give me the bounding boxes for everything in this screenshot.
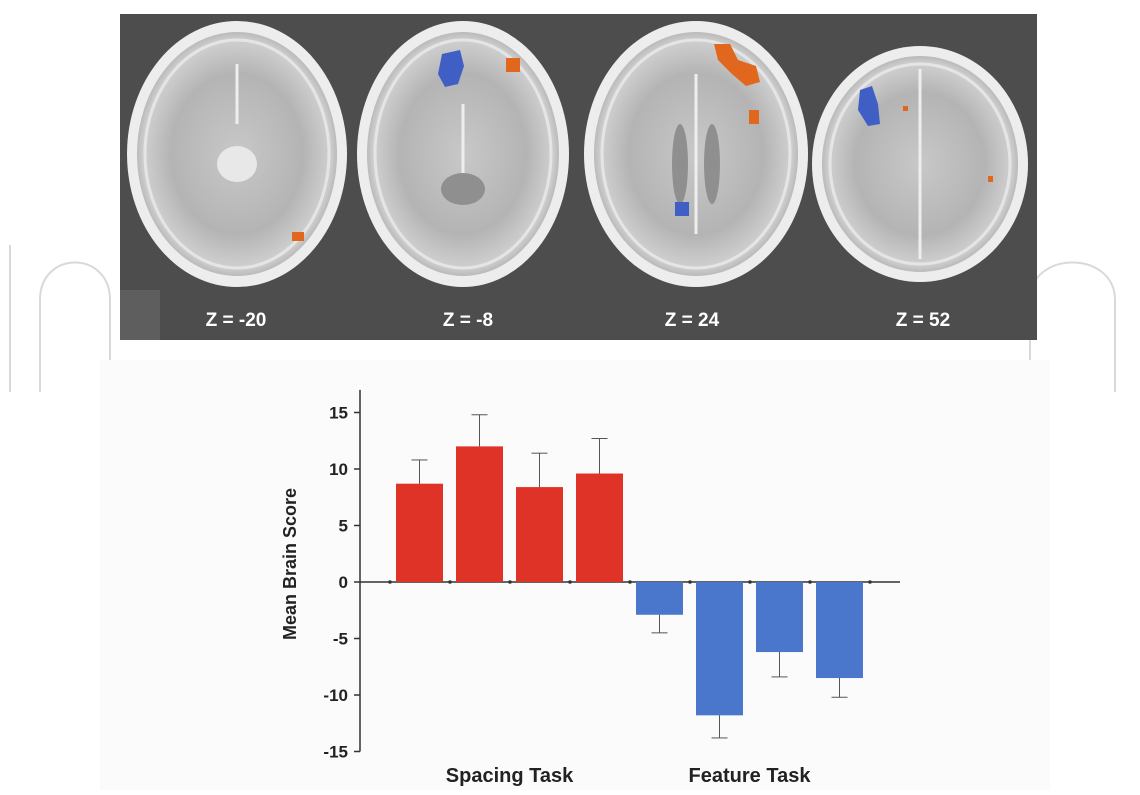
x-tick (448, 580, 452, 584)
bar (816, 582, 863, 679)
activation-cluster (675, 202, 689, 216)
x-tick (388, 580, 392, 584)
slice-label-4: Z = 52 (896, 310, 950, 331)
x-tick (568, 580, 572, 584)
x-tick (508, 580, 512, 584)
activation-cluster (506, 58, 520, 72)
bar-chart: Mean Brain Score 15 10 5 0 -5 -10 -15 Spacing T… (280, 389, 900, 787)
x-tick (808, 580, 812, 584)
x-tick (868, 580, 872, 584)
bar (696, 582, 743, 716)
brain-slice-2 (357, 21, 569, 287)
x-tick (688, 580, 692, 584)
y-tick-label: -5 (333, 630, 348, 649)
brain-slices-panel: Z = -20 Z = -8 Z = 24 Z = 52 (120, 14, 1037, 340)
bar (636, 582, 683, 615)
y-tick-label: 10 (329, 460, 348, 479)
brain-slice-1 (127, 21, 445, 287)
bar (396, 483, 443, 582)
brain-slice-3 (584, 21, 808, 287)
y-tick-label: -10 (323, 686, 348, 705)
y-tick-label: -15 (323, 743, 348, 762)
slice-label-2: Z = -8 (443, 310, 493, 331)
slice-label-3: Z = 24 (665, 310, 720, 331)
activation-cluster (749, 110, 759, 124)
activation-cluster (903, 106, 908, 111)
y-axis-label: Mean Brain Score (280, 488, 300, 640)
bar (516, 487, 563, 582)
y-tick-label: 0 (339, 573, 348, 592)
activation-cluster (438, 50, 464, 87)
bar (576, 473, 623, 582)
bar (456, 446, 503, 582)
x-tick (748, 580, 752, 584)
activation-cluster (988, 176, 993, 182)
group-label: Feature Task (689, 765, 812, 787)
activation-cluster (292, 232, 304, 241)
group-label: Spacing Task (446, 765, 574, 787)
y-tick-label: 5 (339, 517, 348, 536)
chart-area: Mean Brain Score 15 10 5 0 -5 -10 -15 Spacing T… (100, 360, 1050, 790)
y-tick-label: 15 (329, 404, 348, 423)
activation-cluster (858, 86, 880, 126)
bar (756, 582, 803, 653)
activation-cluster (714, 44, 760, 86)
slice-label-1: Z = -20 (206, 310, 267, 331)
x-tick (628, 580, 632, 584)
brain-slice-4 (812, 46, 1028, 282)
